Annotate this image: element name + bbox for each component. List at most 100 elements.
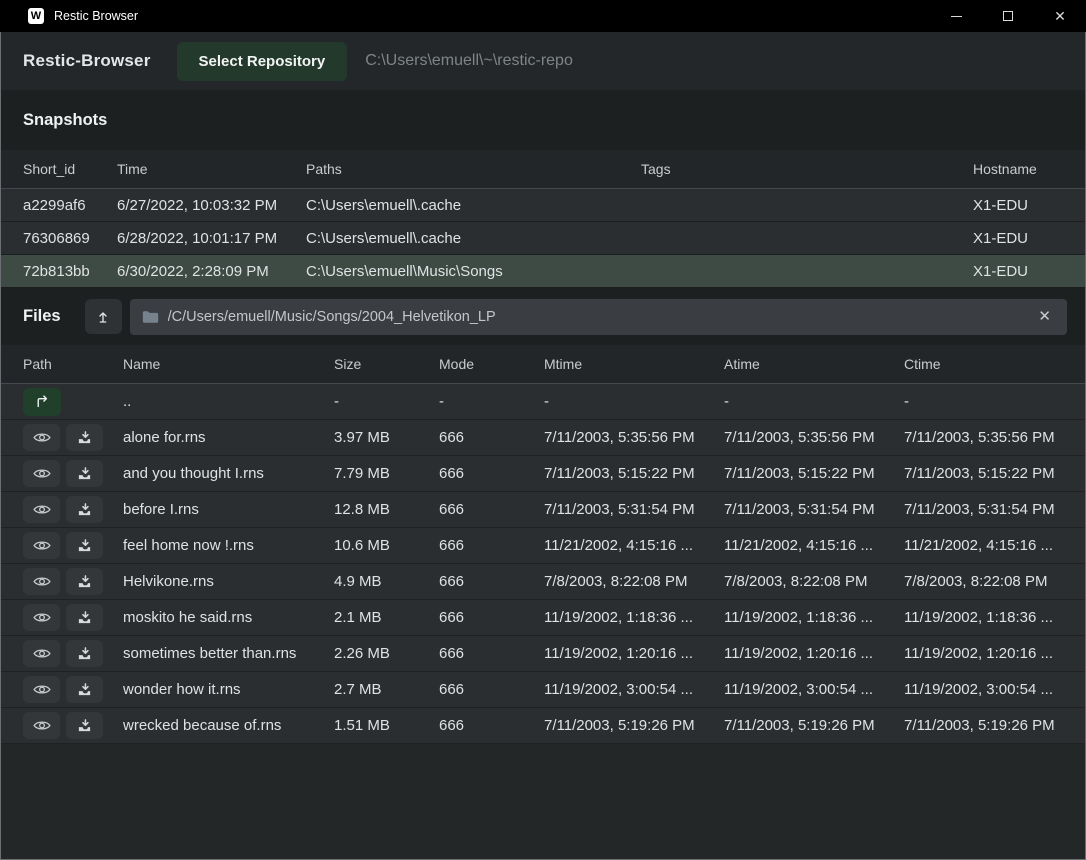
file-mode: 666 bbox=[439, 645, 465, 662]
snapshots-title: Snapshots bbox=[23, 110, 108, 129]
file-ctime: 7/11/2003, 5:15:22 PM bbox=[904, 465, 1055, 482]
file-size: 2.26 MB bbox=[334, 645, 390, 662]
file-name: .. bbox=[123, 393, 132, 410]
file-ctime: 11/21/2002, 4:15:16 ... bbox=[904, 537, 1054, 554]
file-mode: 666 bbox=[439, 429, 465, 446]
go-up-button[interactable] bbox=[84, 299, 122, 334]
repository-path-field[interactable] bbox=[365, 52, 926, 70]
file-row[interactable]: moskito he said.rns 2.1 MB 666 11/19/200… bbox=[1, 600, 1085, 636]
download-file-button[interactable] bbox=[66, 676, 103, 703]
snapshot-row[interactable]: a2299af6 6/27/2022, 10:03:32 PM C:\Users… bbox=[1, 189, 1085, 222]
close-button[interactable]: ✕ bbox=[1034, 0, 1086, 32]
file-name: sometimes better than.rns bbox=[123, 645, 297, 662]
file-atime: 11/21/2002, 4:15:16 ... bbox=[724, 537, 874, 554]
col-ctime: Ctime bbox=[904, 356, 941, 372]
preview-file-button[interactable] bbox=[23, 496, 60, 523]
download-file-button[interactable] bbox=[66, 568, 103, 595]
files-table-header: Path Name Size Mode Mtime Atime Ctime bbox=[1, 345, 1085, 384]
empty-area bbox=[1, 744, 1085, 859]
eye-icon bbox=[32, 649, 51, 658]
eye-icon bbox=[32, 505, 51, 514]
select-repository-button[interactable]: Select Repository bbox=[176, 41, 348, 81]
file-name: feel home now !.rns bbox=[123, 537, 254, 554]
file-row[interactable]: sometimes better than.rns 2.26 MB 666 11… bbox=[1, 636, 1085, 672]
file-size: 10.6 MB bbox=[334, 537, 390, 554]
arrow-up-right-icon bbox=[37, 395, 47, 408]
file-mode: 666 bbox=[439, 681, 465, 698]
col-mode: Mode bbox=[439, 356, 475, 372]
preview-file-button[interactable] bbox=[23, 712, 60, 739]
download-file-button[interactable] bbox=[66, 496, 103, 523]
file-row[interactable]: wrecked because of.rns 1.51 MB 666 7/11/… bbox=[1, 708, 1085, 744]
preview-file-button[interactable] bbox=[23, 640, 60, 667]
file-row[interactable]: wonder how it.rns 2.7 MB 666 11/19/2002,… bbox=[1, 672, 1085, 708]
download-file-button[interactable] bbox=[66, 424, 103, 451]
col-path: Path bbox=[23, 356, 52, 372]
path-input[interactable] bbox=[167, 308, 1035, 325]
preview-file-button[interactable] bbox=[23, 604, 60, 631]
download-file-button[interactable] bbox=[66, 532, 103, 559]
minimize-button[interactable] bbox=[930, 0, 982, 32]
file-row[interactable]: alone for.rns 3.97 MB 666 7/11/2003, 5:3… bbox=[1, 420, 1085, 456]
clear-icon: ✕ bbox=[1038, 308, 1051, 325]
eye-icon bbox=[32, 577, 51, 586]
download-file-button[interactable] bbox=[66, 604, 103, 631]
preview-file-button[interactable] bbox=[23, 676, 60, 703]
download-file-button[interactable] bbox=[66, 640, 103, 667]
file-ctime: 11/19/2002, 1:20:16 ... bbox=[904, 645, 1054, 662]
preview-file-button[interactable] bbox=[23, 532, 60, 559]
file-row[interactable]: before I.rns 12.8 MB 666 7/11/2003, 5:31… bbox=[1, 492, 1085, 528]
file-ctime: 7/8/2003, 8:22:08 PM bbox=[904, 573, 1048, 590]
download-icon bbox=[78, 431, 91, 444]
minimize-icon bbox=[950, 15, 962, 17]
file-ctime: 7/11/2003, 5:19:26 PM bbox=[904, 717, 1055, 734]
files-table-body: alone for.rns 3.97 MB 666 7/11/2003, 5:3… bbox=[1, 420, 1085, 744]
snapshot-short-id: 76306869 bbox=[23, 229, 90, 247]
download-file-button[interactable] bbox=[66, 712, 103, 739]
file-atime: - bbox=[724, 393, 729, 410]
app-icon-letter: W bbox=[30, 10, 42, 22]
preview-file-button[interactable] bbox=[23, 568, 60, 595]
file-mtime: - bbox=[544, 393, 549, 410]
snapshot-paths: C:\Users\emuell\Music\Songs bbox=[306, 262, 503, 280]
maximize-button[interactable] bbox=[982, 0, 1034, 32]
eye-icon bbox=[32, 541, 51, 550]
file-mode: 666 bbox=[439, 717, 465, 734]
snapshots-section-header: Snapshots bbox=[1, 90, 1085, 150]
close-icon: ✕ bbox=[1054, 8, 1066, 24]
preview-file-button[interactable] bbox=[23, 424, 60, 451]
app-icon: W bbox=[28, 8, 44, 24]
files-title: Files bbox=[23, 307, 61, 325]
file-name: wrecked because of.rns bbox=[123, 717, 282, 734]
snapshot-row[interactable]: 76306869 6/28/2022, 10:01:17 PM C:\Users… bbox=[1, 222, 1085, 255]
file-row[interactable]: Helvikone.rns 4.9 MB 666 7/8/2003, 8:22:… bbox=[1, 564, 1085, 600]
file-ctime: 7/11/2003, 5:35:56 PM bbox=[904, 429, 1055, 446]
file-ctime: 7/11/2003, 5:31:54 PM bbox=[904, 501, 1055, 518]
snapshot-time: 6/27/2022, 10:03:32 PM bbox=[117, 196, 278, 214]
col-time: Time bbox=[117, 161, 148, 177]
file-row[interactable]: and you thought I.rns 7.79 MB 666 7/11/2… bbox=[1, 456, 1085, 492]
file-atime: 7/11/2003, 5:35:56 PM bbox=[724, 429, 875, 446]
download-icon bbox=[78, 575, 91, 588]
file-name: Helvikone.rns bbox=[123, 573, 214, 590]
parent-directory-row[interactable]: .. - - - - - bbox=[1, 384, 1085, 420]
file-size: - bbox=[334, 393, 339, 410]
file-ctime: 11/19/2002, 3:00:54 ... bbox=[904, 681, 1054, 698]
snapshot-hostname: X1-EDU bbox=[973, 196, 1029, 214]
maximize-icon bbox=[1003, 11, 1013, 21]
preview-file-button[interactable] bbox=[23, 460, 60, 487]
file-ctime: 11/19/2002, 1:18:36 ... bbox=[904, 609, 1054, 626]
titlebar: W Restic Browser ✕ bbox=[0, 0, 1086, 32]
file-mtime: 7/11/2003, 5:35:56 PM bbox=[544, 429, 695, 446]
download-icon bbox=[78, 683, 91, 696]
file-size: 2.1 MB bbox=[334, 609, 382, 626]
file-mode: 666 bbox=[439, 465, 465, 482]
clear-path-button[interactable]: ✕ bbox=[1034, 307, 1055, 326]
col-hostname: Hostname bbox=[973, 161, 1037, 177]
snapshot-row-selected[interactable]: 72b813bb 6/30/2022, 2:28:09 PM C:\Users\… bbox=[1, 255, 1085, 288]
file-row[interactable]: feel home now !.rns 10.6 MB 666 11/21/20… bbox=[1, 528, 1085, 564]
download-file-button[interactable] bbox=[66, 460, 103, 487]
download-icon bbox=[78, 503, 91, 516]
parent-directory-button[interactable] bbox=[23, 387, 61, 416]
